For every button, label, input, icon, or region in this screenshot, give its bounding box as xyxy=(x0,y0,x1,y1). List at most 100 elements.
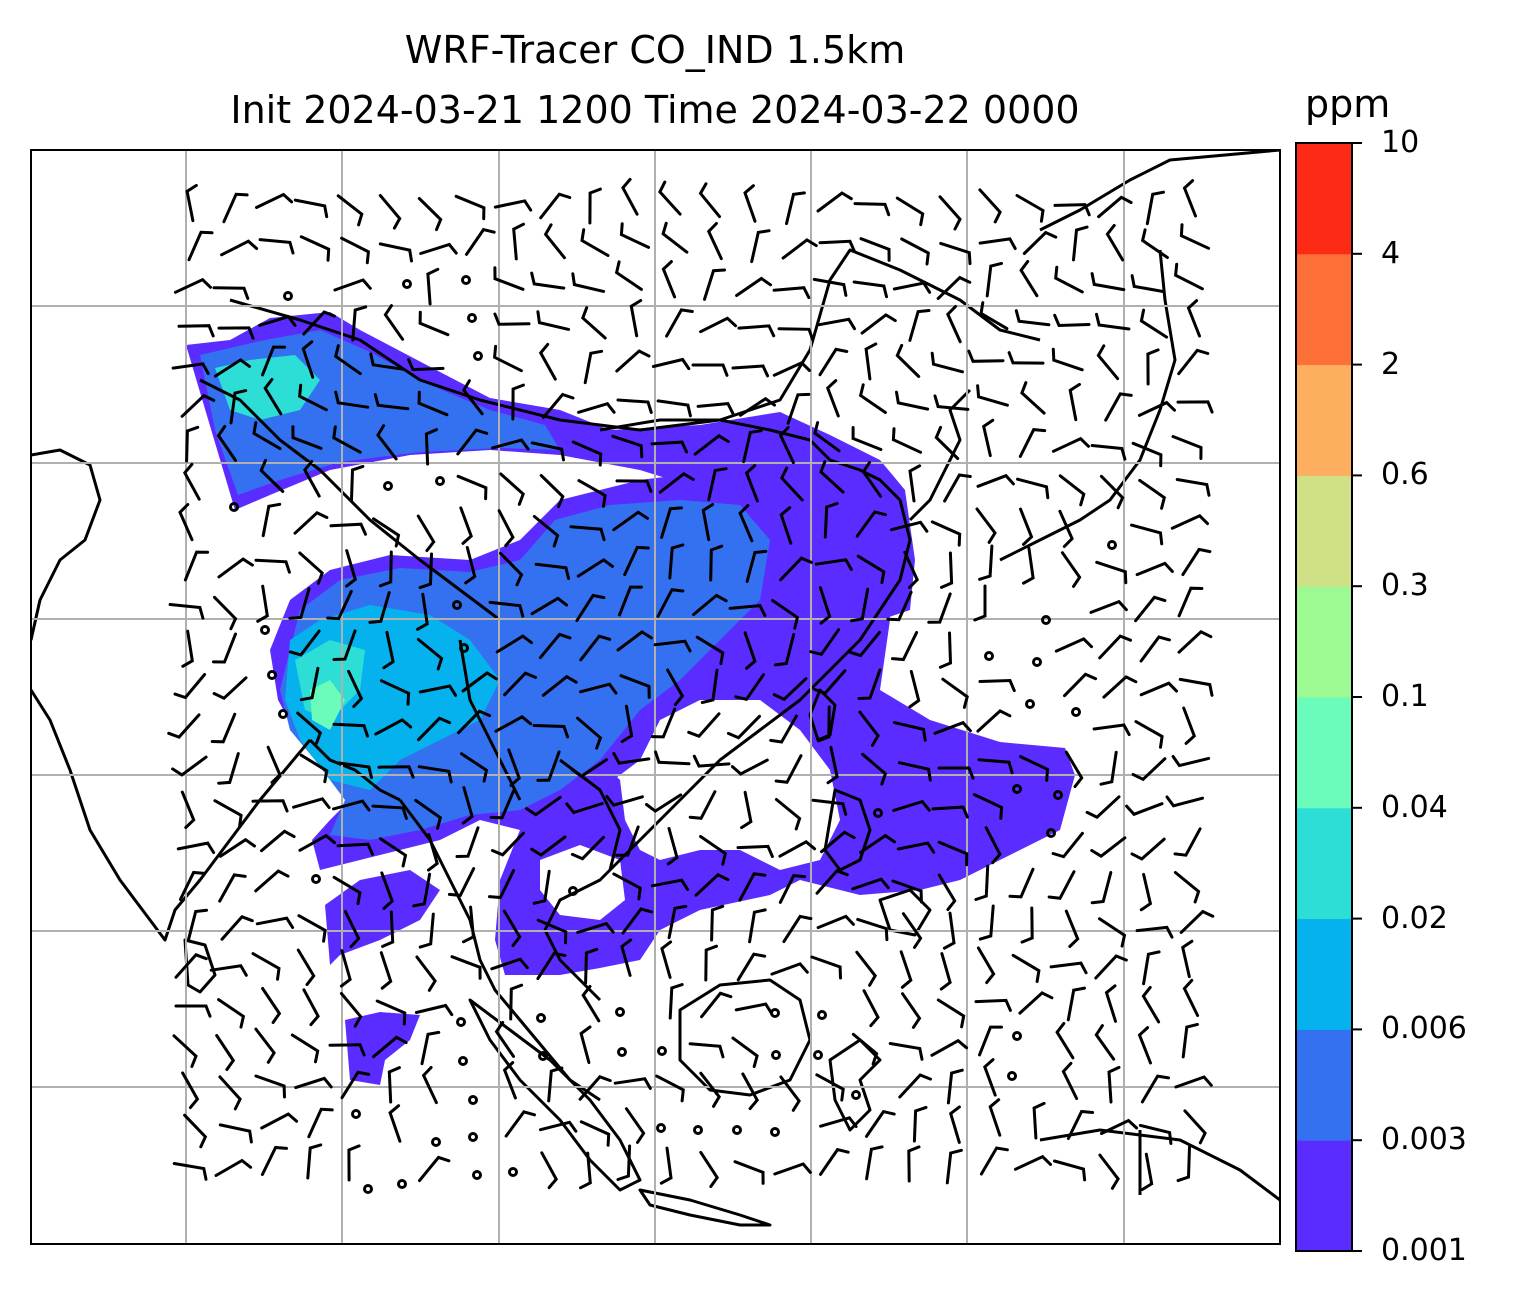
wind-barb xyxy=(823,502,839,539)
coast-russia xyxy=(1039,150,1280,232)
wind-barb xyxy=(1014,309,1051,327)
wind-barb xyxy=(809,628,841,656)
wind-barb xyxy=(1022,546,1035,585)
wind-barb xyxy=(946,1068,964,1105)
wind-barb xyxy=(457,709,492,735)
wind-barb xyxy=(288,629,321,657)
wind-barb xyxy=(1177,629,1213,654)
wind-barb xyxy=(645,793,683,813)
wind-barb xyxy=(978,544,994,581)
wind-barb xyxy=(339,949,352,988)
wind-barb xyxy=(975,507,997,544)
wind-barb xyxy=(380,871,394,910)
wind-barb xyxy=(493,199,533,212)
calm-wind-marker xyxy=(260,625,270,635)
wind-barb xyxy=(1099,474,1125,510)
wind-barb xyxy=(1058,474,1086,507)
wind-barb xyxy=(494,714,533,733)
wind-barb xyxy=(691,363,729,377)
wind-barb xyxy=(940,551,954,589)
wind-barb xyxy=(655,1074,685,1103)
wind-barb xyxy=(938,631,953,669)
coast-japan xyxy=(999,249,1177,562)
wind-barb xyxy=(1098,634,1132,660)
calm-wind-marker xyxy=(458,1056,468,1066)
wind-barb xyxy=(499,551,524,587)
wind-barb xyxy=(427,833,439,872)
wind-barb xyxy=(1098,1153,1120,1190)
wind-barb xyxy=(1100,1118,1139,1135)
wind-barb xyxy=(654,750,691,766)
wind-barb xyxy=(848,630,881,658)
wind-barb xyxy=(851,1032,879,1066)
wind-barb xyxy=(1090,836,1127,859)
wind-barb xyxy=(772,361,811,377)
wind-barb xyxy=(418,1155,451,1183)
wind-barb xyxy=(416,514,436,553)
wind-barb xyxy=(254,1027,276,1064)
wind-barb xyxy=(167,713,201,739)
wind-barb xyxy=(930,520,962,547)
wind-barb xyxy=(1107,1065,1121,1104)
wind-barb xyxy=(536,750,561,782)
wind-barb xyxy=(174,1004,212,1018)
colorbar-tick-label: 0.6 xyxy=(1381,457,1429,493)
wind-barb xyxy=(778,426,795,465)
wind-barb xyxy=(217,557,254,579)
wind-barb xyxy=(1008,867,1035,899)
wind-barb xyxy=(577,401,616,414)
wind-barb xyxy=(778,874,807,904)
wind-barb xyxy=(1130,523,1164,546)
wind-barb xyxy=(509,983,524,1021)
wind-barb xyxy=(216,425,237,462)
wind-barb xyxy=(351,305,368,342)
wind-barb xyxy=(813,421,841,453)
coast-mindanao xyxy=(878,888,932,937)
wind-barb xyxy=(726,714,761,740)
wind-barb xyxy=(930,351,964,374)
wind-barb xyxy=(570,835,605,861)
wind-barb xyxy=(512,222,525,261)
wind-barb xyxy=(576,921,615,934)
wind-barb xyxy=(700,991,733,1019)
calm-wind-marker xyxy=(817,1010,827,1020)
wind-barb xyxy=(819,1116,858,1128)
wind-barb xyxy=(176,841,216,854)
wind-barb xyxy=(818,239,856,253)
wind-barb xyxy=(612,751,651,765)
wind-barb xyxy=(667,904,688,940)
wind-barb xyxy=(741,1072,760,1111)
wind-barb xyxy=(903,550,919,589)
wind-barb xyxy=(174,953,208,979)
wind-barb xyxy=(576,558,614,578)
wind-barb xyxy=(979,301,1009,331)
wind-barb xyxy=(1139,681,1178,697)
wind-barb xyxy=(693,433,730,456)
wind-barb xyxy=(417,716,452,742)
wind-barb xyxy=(424,428,438,466)
wind-barb xyxy=(908,464,922,503)
wind-barb xyxy=(183,550,210,582)
wind-barb xyxy=(978,237,1017,250)
wind-barb xyxy=(706,222,723,261)
wind-barb xyxy=(541,392,575,419)
wind-barb xyxy=(774,754,803,784)
wind-barb xyxy=(539,1120,578,1133)
wind-barb xyxy=(455,826,480,858)
wind-barb xyxy=(731,1036,759,1068)
calm-wind-marker xyxy=(732,1125,742,1135)
calm-wind-marker xyxy=(1007,1071,1017,1081)
wind-barb xyxy=(530,271,566,290)
wind-barb xyxy=(372,517,401,548)
wind-barb xyxy=(978,904,995,941)
calm-wind-marker xyxy=(538,1051,548,1061)
wind-barb xyxy=(650,440,689,454)
wind-barb xyxy=(534,562,571,580)
wind-barb xyxy=(815,1073,845,1102)
wind-barb xyxy=(461,671,498,693)
calm-wind-marker xyxy=(615,1007,625,1017)
wind-barb xyxy=(619,674,651,699)
wind-barb xyxy=(381,910,395,948)
plume-west-strip xyxy=(325,870,440,965)
wind-barb xyxy=(213,595,238,631)
